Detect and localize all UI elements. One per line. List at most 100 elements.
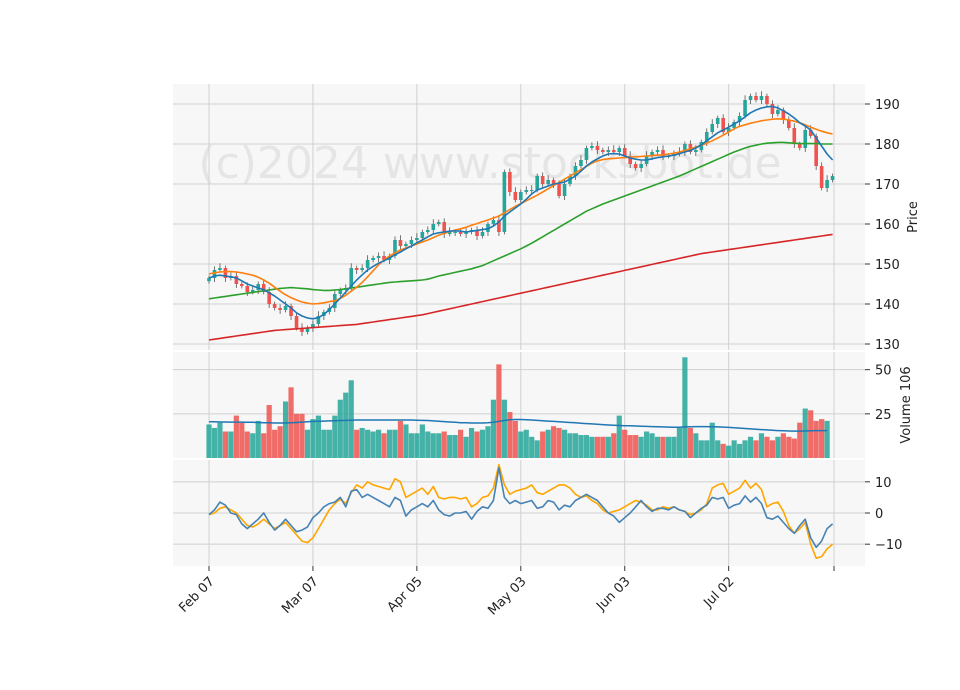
candle-body [497,220,501,232]
oscillator-ytick-label: −10 [875,538,902,553]
watermark: (c)2024 www.stocksbot.de [198,138,781,189]
volume-bar [676,427,683,458]
volume-bar [736,443,743,458]
candle-body [305,328,310,332]
oscillator-panel: −10 0 10 [173,460,902,566]
candle-body [316,316,321,324]
candle-body [508,172,512,192]
volume-bar [780,433,786,458]
volume-bar [233,415,239,458]
volume-bar [540,431,546,458]
candle-body [283,306,288,310]
volume-bar [660,436,666,458]
candle-body [207,278,211,282]
candle-body [721,118,725,132]
candle-body [540,176,545,184]
candle-body [502,172,507,232]
candle-body [694,150,698,152]
volume-bar [468,427,475,458]
x-tick-label: Mar 07 [279,574,322,617]
volume-axis-label: Volume 106 [899,366,914,443]
candle-body [278,308,282,310]
candle-body [420,232,425,238]
candle-body [710,124,715,132]
volume-bar [671,436,677,458]
volume-bar [365,429,371,458]
candle-body [732,122,736,128]
volume-bar [474,431,480,458]
volume-bar [507,412,513,458]
volume-bar [726,445,732,458]
candle-body [272,304,277,308]
candle-body [726,128,731,132]
candle-body [781,110,786,120]
candle-body [436,222,441,224]
candle-body [250,290,255,292]
candle-body [601,150,605,152]
oscillator-ytick-label: 0 [875,507,883,522]
candle-body [819,166,824,188]
candle-body [743,100,747,116]
candle-body [650,152,654,156]
candle-body [360,268,364,270]
price-background [173,84,865,350]
candle-body [513,192,518,200]
volume-bar [758,433,765,458]
price-ytick-label: 140 [875,298,900,313]
candle-body [639,164,643,168]
candle-body [426,230,430,232]
candle-body [382,256,386,260]
candle-body [595,146,600,150]
volume-bar [430,433,436,458]
candle-body [628,156,632,164]
volume-bar [485,426,491,458]
volume-bar [682,357,688,458]
volume-bar [600,436,606,458]
volume-bar [211,427,218,458]
volume-bar [551,426,557,458]
volume-bar [583,435,590,458]
candle-body [458,232,463,234]
volume-bar [277,426,283,458]
candle-body [787,120,791,128]
candle-body [349,268,354,288]
candle-body [267,292,271,304]
volume-bar [458,429,464,458]
price-panel: 130 140 150 160 170 180 190 (c)2024 www.stocksb… [173,84,921,353]
volume-bar [698,440,704,458]
volume-bar [824,420,830,458]
volume-bar [786,436,792,458]
volume-bar [802,408,808,458]
volume-bar [392,429,398,458]
candle-body [655,150,660,152]
volume-bar [764,436,770,458]
candle-body [475,230,479,236]
volume-bar [567,433,573,458]
volume-bar [589,436,595,458]
volume-bar [463,436,469,458]
candle-body [294,316,299,328]
x-tick-label: Jul 02 [700,574,737,611]
volume-bar [370,431,376,458]
volume-bar [742,440,748,458]
volume-bar [529,436,535,458]
candle-body [590,146,594,148]
volume-bar [441,431,447,458]
volume-bar [627,435,633,458]
candle-body [803,130,808,148]
volume-bar [326,429,332,458]
candle-body [300,328,304,332]
candle-body [622,148,627,156]
volume-bar [414,433,420,458]
candle-body [354,268,359,270]
candle-body [737,116,742,122]
candle-body [240,284,244,286]
volume-bar [447,435,453,458]
volume-bar [386,429,393,458]
volume-bar [381,433,387,458]
candle-body [562,184,567,196]
x-tick-label: Jun 03 [593,574,633,614]
volume-bar [206,424,212,458]
volume-bar [403,424,409,458]
candle-body [524,190,529,192]
